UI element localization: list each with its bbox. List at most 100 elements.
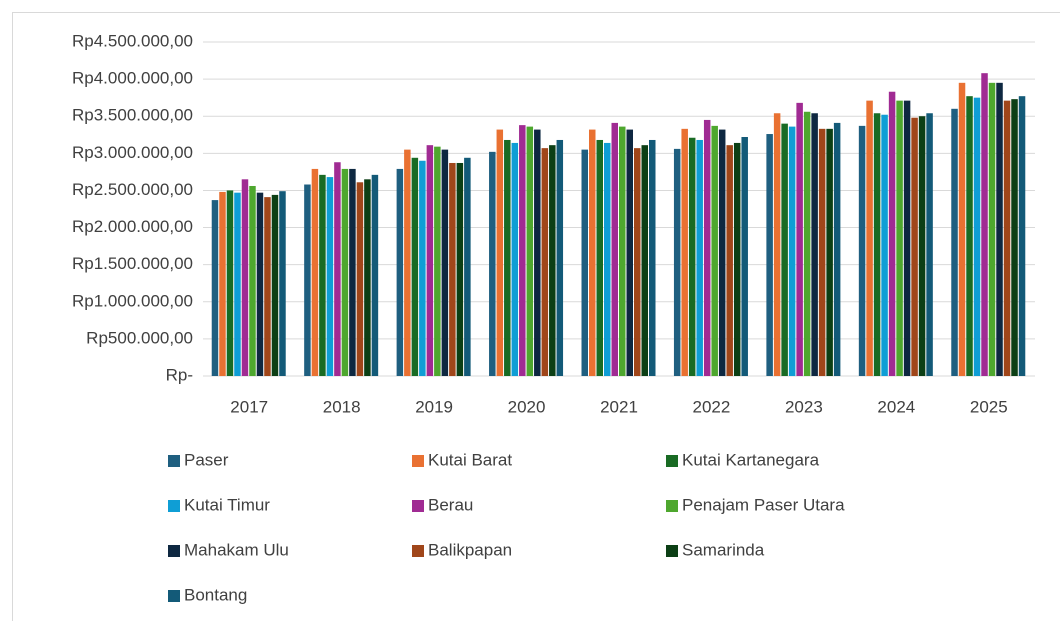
bar [549, 145, 556, 376]
x-tick-label: 2024 [877, 397, 915, 416]
x-tick-label: 2025 [970, 397, 1008, 416]
bar [611, 122, 618, 376]
bar [888, 91, 896, 377]
bar [556, 139, 564, 376]
legend-label: Paser [184, 450, 229, 469]
chart-border [12, 12, 1060, 621]
bar [833, 122, 841, 376]
bar [873, 113, 881, 377]
legend-swatch [666, 545, 678, 557]
bar [519, 125, 526, 376]
bar [319, 174, 326, 376]
legend-swatch [168, 590, 180, 602]
bar [988, 82, 996, 377]
bar [604, 142, 611, 376]
bar [1003, 100, 1011, 376]
bar [958, 82, 966, 377]
bar [718, 129, 726, 376]
legend-swatch [412, 500, 424, 512]
y-tick-label: Rp1.500.000,00 [72, 254, 193, 273]
legend-swatch [168, 545, 180, 557]
x-tick-label: 2021 [600, 397, 638, 416]
bar [504, 139, 511, 376]
legend-label: Samarinda [682, 540, 765, 559]
bar [726, 145, 733, 376]
bar [449, 162, 456, 376]
bar [456, 162, 464, 376]
bar [981, 73, 988, 376]
bar [688, 137, 696, 376]
bar [766, 134, 773, 376]
bar [619, 126, 626, 376]
y-tick-label: Rp3.500.000,00 [72, 106, 193, 125]
legend-label: Balikpapan [428, 540, 512, 559]
bar [649, 139, 656, 376]
bar [396, 168, 404, 376]
bar [973, 97, 981, 377]
bar [526, 126, 534, 376]
bar [489, 151, 496, 376]
bar [511, 142, 519, 376]
y-tick-label: Rp500.000,00 [86, 328, 193, 347]
bar [349, 168, 356, 376]
bar [903, 100, 911, 376]
bar [256, 192, 264, 376]
legend-swatch [412, 455, 424, 467]
bar [341, 168, 349, 376]
y-tick-label: Rp2.500.000,00 [72, 180, 193, 199]
bar [711, 125, 718, 376]
x-tick-label: 2023 [785, 397, 823, 416]
bar [304, 184, 311, 376]
x-tick-label: 2022 [693, 397, 731, 416]
bar [911, 117, 918, 376]
bar [626, 129, 633, 376]
bar [534, 129, 541, 376]
bar [996, 82, 1003, 377]
bar [211, 200, 219, 376]
legend-swatch [168, 455, 180, 467]
bar [371, 174, 379, 376]
legend-label: Kutai Barat [428, 450, 512, 469]
bar [326, 177, 334, 376]
bar [966, 96, 973, 376]
bar [781, 123, 788, 377]
x-tick-label: 2017 [230, 397, 268, 416]
legend-swatch [666, 500, 678, 512]
bar [581, 149, 588, 376]
legend-label: Berau [428, 495, 473, 514]
bar [434, 146, 441, 376]
bar [673, 148, 681, 376]
bar [419, 160, 426, 376]
bar [858, 125, 866, 376]
legend-label: Penajam Paser Utara [682, 495, 845, 514]
bar [334, 162, 341, 376]
bar [219, 191, 226, 376]
bar [788, 126, 796, 376]
bar [881, 114, 888, 376]
bar [951, 108, 958, 377]
bar [803, 111, 811, 376]
x-tick-label: 2019 [415, 397, 453, 416]
y-tick-label: Rp3.000.000,00 [72, 143, 193, 162]
x-tick-label: 2020 [508, 397, 546, 416]
bar [703, 119, 711, 376]
bar [918, 116, 926, 376]
bar [411, 157, 419, 376]
bar [741, 137, 748, 376]
bar [241, 179, 249, 376]
bar [249, 185, 256, 376]
bar [264, 197, 271, 376]
bar [356, 182, 364, 376]
bar [589, 129, 596, 376]
bar [404, 149, 411, 376]
bar [926, 113, 933, 377]
legend-swatch [168, 500, 180, 512]
bar [234, 192, 241, 376]
bar [641, 145, 648, 376]
bar [826, 128, 833, 376]
y-tick-label: Rp2.000.000,00 [72, 217, 193, 236]
bar [1018, 96, 1026, 376]
bar [696, 139, 703, 376]
bar [441, 149, 449, 376]
